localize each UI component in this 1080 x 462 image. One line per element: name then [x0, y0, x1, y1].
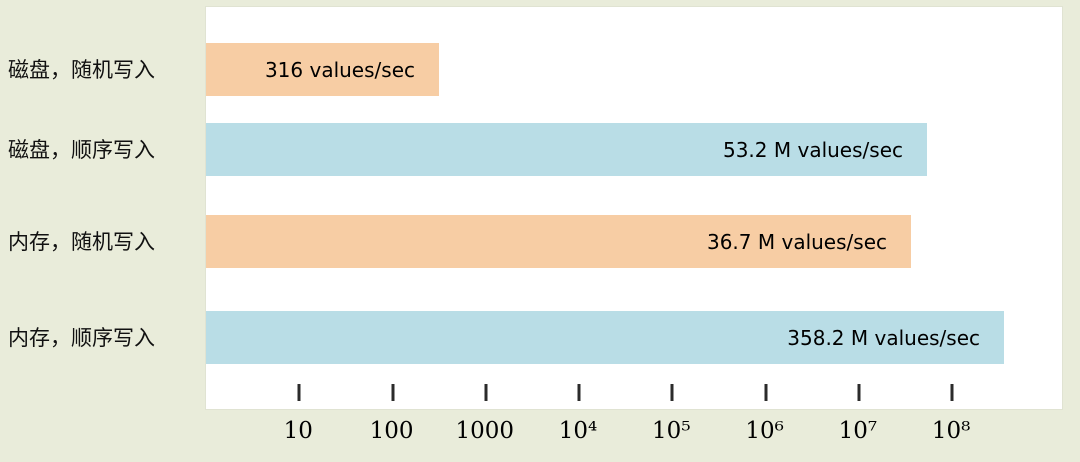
x-axis-tick-label: 10⁵ — [652, 418, 691, 444]
plot-area: 316 values/sec 53.2 M values/sec 36.7 M va… — [205, 6, 1063, 410]
x-axis-tick — [857, 384, 861, 401]
x-axis-tick-label: 10⁶ — [745, 418, 784, 444]
x-axis-tick-label: 10⁴ — [558, 418, 598, 444]
x-axis-tick — [297, 384, 301, 401]
bar-value-label: 316 values/sec — [264, 57, 415, 82]
x-axis-tick — [577, 384, 581, 401]
bar-value-label: 358.2 M values/sec — [787, 325, 980, 350]
bar: 36.7 M values/sec — [206, 215, 911, 268]
category-label: 内存，随机写入 — [8, 229, 155, 254]
category-label: 磁盘，随机写入 — [8, 57, 155, 82]
bar-value-label: 53.2 M values/sec — [722, 137, 903, 162]
x-axis-tick — [484, 384, 488, 401]
x-axis-tick — [764, 384, 768, 401]
x-axis-tick-label: 10⁷ — [838, 418, 878, 444]
x-axis-tick — [391, 384, 395, 401]
bar: 53.2 M values/sec — [206, 123, 927, 176]
bar-value-label: 36.7 M values/sec — [706, 229, 887, 254]
category-label: 磁盘，顺序写入 — [8, 137, 155, 162]
x-axis-tick — [950, 384, 954, 401]
x-axis-tick-label: 100 — [369, 418, 414, 444]
x-axis-tick — [670, 384, 674, 401]
category-label: 内存，顺序写入 — [8, 325, 155, 350]
x-axis-tick-label: 1000 — [455, 418, 515, 444]
x-axis-tick-label: 10 — [283, 418, 313, 444]
x-axis-tick-label: 10⁸ — [931, 418, 971, 444]
bar: 358.2 M values/sec — [206, 311, 1004, 364]
bar: 316 values/sec — [206, 43, 439, 96]
